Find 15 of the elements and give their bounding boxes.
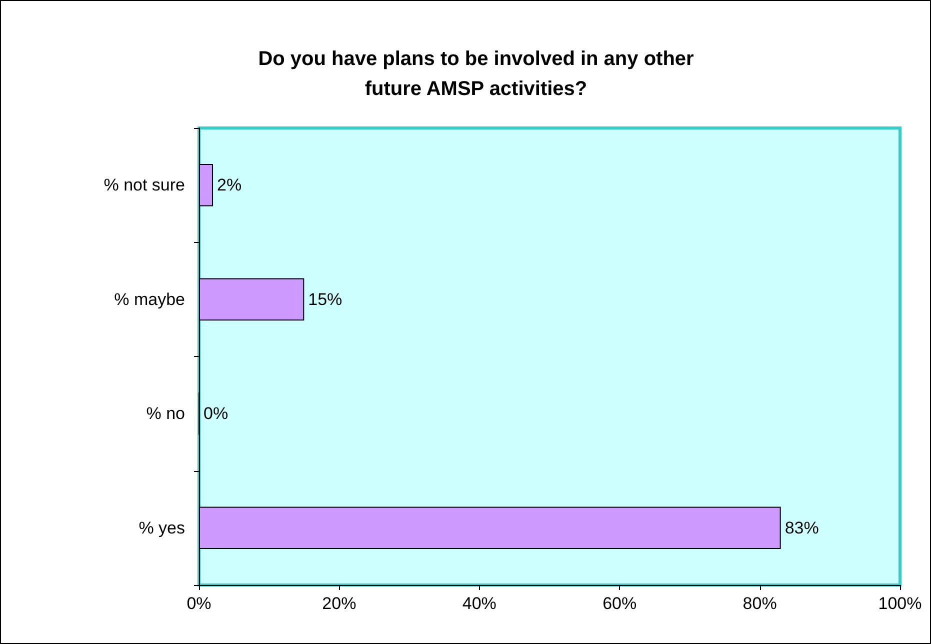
y-tick-label: % no (146, 404, 185, 424)
x-tick-label: 40% (462, 594, 496, 613)
x-tick-label: 100% (878, 594, 922, 613)
x-tick-label: 80% (742, 594, 777, 613)
y-tick-label: % not sure (104, 176, 185, 195)
data-label: 83% (784, 518, 819, 538)
data-label: 2% (217, 176, 242, 195)
y-tick-label: % yes (138, 518, 185, 538)
x-tick-label: 60% (602, 594, 637, 613)
x-tick-label: 20% (322, 594, 356, 613)
data-label: 0% (204, 404, 228, 424)
chart-title: Do you have plans to be involved in any other future AMSP activities? (258, 48, 694, 100)
y-tick-label: % maybe (114, 290, 185, 309)
x-tick-label: 0% (186, 594, 212, 613)
data-label: 15% (308, 290, 342, 309)
